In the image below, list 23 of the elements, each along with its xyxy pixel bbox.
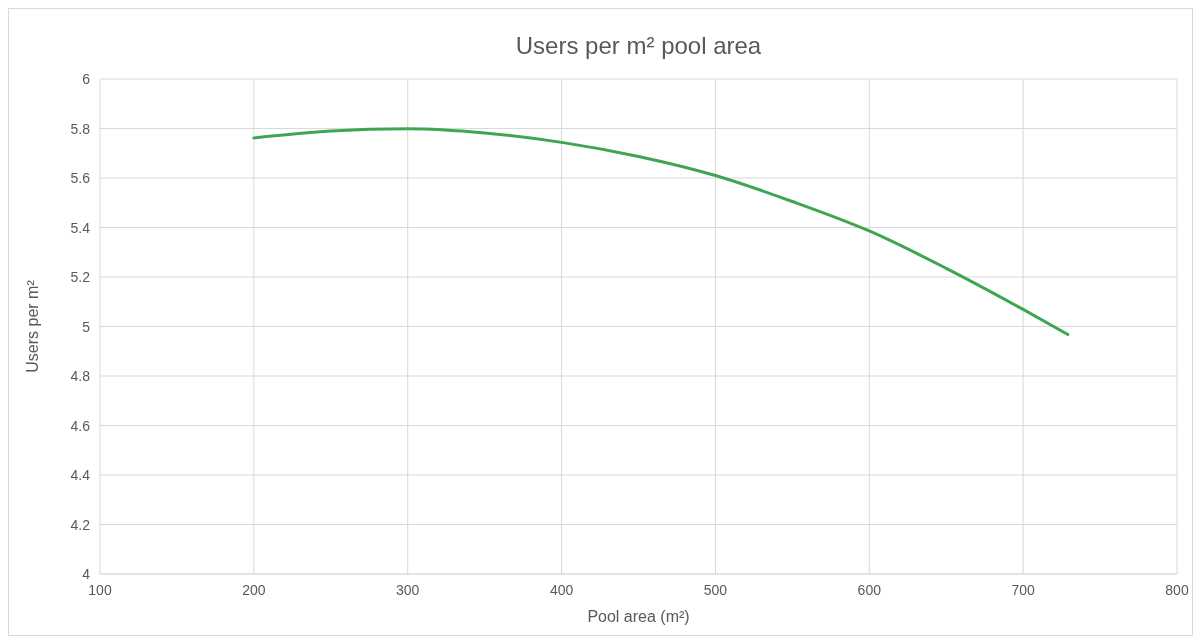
x-tick-label: 600 [857, 582, 882, 598]
y-tick-label: 5.4 [70, 219, 91, 236]
y-tick-label: 5.2 [70, 269, 91, 285]
x-tick-label: 300 [396, 582, 420, 598]
y-tick-label: 5.8 [70, 120, 91, 137]
x-axis-title: Pool area (m²) [587, 608, 690, 625]
x-tick-label: 100 [88, 582, 112, 598]
x-tick-label: 400 [549, 582, 574, 598]
y-tick-label: 5.6 [70, 170, 91, 186]
y-tick-label: 4 [82, 566, 91, 582]
line-series [252, 127, 1070, 336]
y-tick-label: 4.2 [70, 516, 91, 533]
x-tick-label: 200 [242, 582, 266, 598]
x-tick-label: 500 [703, 582, 728, 598]
y-tick-label: 5 [82, 318, 91, 335]
x-tick-label: 700 [1011, 582, 1036, 598]
y-axis-title: Users per m² [24, 279, 41, 373]
y-tick-label: 6 [82, 71, 91, 87]
y-tick-label: 4.4 [70, 467, 91, 483]
y-tick-label: 4.6 [70, 417, 91, 434]
chart-title: Users per m² pool area [515, 32, 762, 59]
x-tick-label: 800 [1165, 582, 1189, 598]
y-tick-label: 4.8 [70, 368, 91, 384]
